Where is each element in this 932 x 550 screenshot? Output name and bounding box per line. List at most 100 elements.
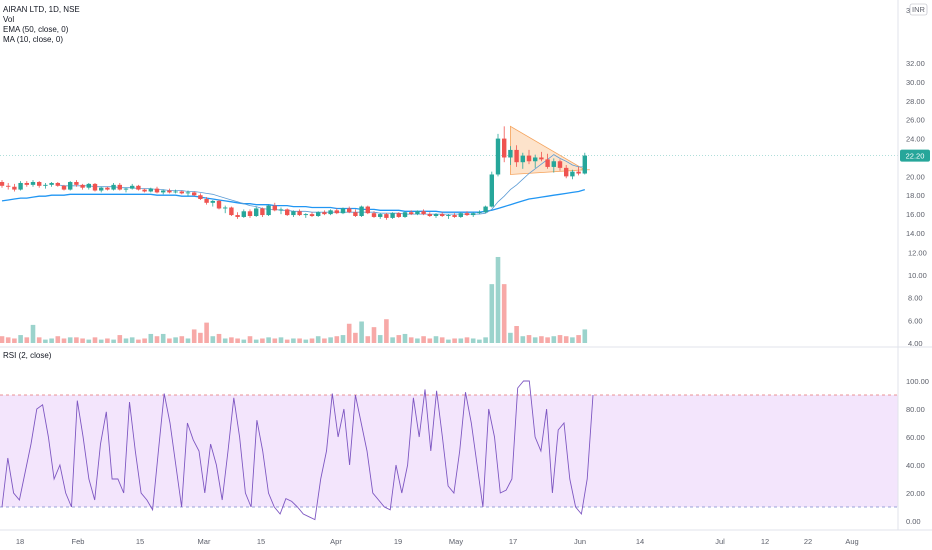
ma10-line [57, 154, 585, 215]
volume-bar [334, 336, 340, 343]
candle [340, 207, 346, 215]
volume-bar [117, 335, 123, 343]
volume-bar [111, 339, 116, 343]
volume-bar [148, 333, 154, 343]
candle-body [328, 210, 333, 215]
candle [495, 133, 501, 177]
candle-body [533, 157, 538, 162]
price-axis-labels: 32.0030.0028.0026.0024.0022.0020.0018.00… [906, 59, 925, 238]
candle-body [80, 184, 85, 188]
volume-bar [458, 338, 464, 343]
candle [458, 212, 463, 218]
volume-bar [421, 336, 426, 343]
rsi-tick-label: 60.00 [906, 433, 925, 442]
time-tick-label: Mar [198, 537, 211, 546]
candle [43, 182, 48, 189]
volume-bar [489, 284, 495, 343]
candle-body [154, 188, 160, 193]
time-tick-label: Feb [72, 537, 85, 546]
candle [564, 165, 569, 179]
candle-body [123, 188, 129, 190]
volume-bar [216, 333, 222, 343]
volume-bar [247, 336, 253, 343]
volume-bar [204, 322, 209, 343]
candle [61, 184, 67, 191]
volume-bar [12, 338, 17, 343]
volume-bar [384, 319, 389, 343]
vol-legend: Vol [3, 15, 14, 24]
candle-body [117, 184, 122, 190]
currency-badge[interactable]: INR [909, 3, 928, 16]
candle-body [520, 155, 525, 163]
candle-body [446, 215, 451, 217]
volume-bar [446, 339, 451, 343]
volume-bar [210, 336, 216, 343]
rsi-tick-label: 40.00 [906, 461, 925, 470]
candle-body [74, 182, 79, 185]
candle [278, 207, 284, 215]
candle [433, 213, 439, 218]
candle [185, 190, 191, 197]
candle [235, 212, 240, 219]
candle-body [545, 159, 550, 167]
time-tick-label: Apr [330, 537, 342, 546]
candle-body [433, 214, 439, 217]
volume-bar [557, 335, 563, 343]
volume-bar [136, 339, 141, 343]
candle-body [266, 205, 271, 216]
candle [421, 209, 426, 216]
rsi-tick-label: 0.00 [906, 517, 921, 526]
price-tick-label: 28.00 [906, 97, 925, 106]
svg-text:INR: INR [912, 5, 926, 14]
candle [80, 183, 85, 190]
volume-bar [365, 336, 371, 343]
volume-bar [222, 338, 228, 343]
volume-bar [36, 337, 42, 343]
candle [148, 187, 153, 193]
candle [427, 212, 432, 217]
volume-bar [235, 338, 240, 343]
candle-body [309, 214, 315, 217]
volume-bar [198, 332, 203, 343]
volume-bar [433, 336, 439, 343]
candle [266, 204, 271, 217]
candle [291, 210, 296, 217]
candle-body [223, 207, 228, 209]
candle [508, 146, 513, 166]
candles-layer [0, 126, 587, 220]
volume-bar [346, 323, 352, 343]
candle-body [347, 208, 352, 213]
candle [452, 213, 457, 218]
candle-body [136, 185, 141, 190]
candle [297, 209, 302, 217]
candle-body [278, 209, 284, 211]
volume-bar [439, 337, 445, 343]
candle [440, 212, 445, 217]
candle-body [49, 182, 54, 185]
candle-body [179, 191, 184, 194]
candle-body [551, 161, 556, 167]
rsi-band [0, 395, 898, 507]
volume-bar [359, 321, 364, 343]
volume-bar [0, 336, 5, 343]
volume-bar [582, 329, 588, 343]
volume-bar [390, 337, 395, 343]
candle-body [192, 192, 197, 196]
volume-bar [272, 338, 278, 343]
time-tick-label: May [449, 537, 463, 546]
candle [371, 211, 377, 218]
volume-tick-label: 10.00 [908, 271, 927, 280]
volume-tick-label: 6.00 [908, 316, 923, 325]
price-tick-label: 14.00 [906, 229, 925, 238]
volume-bar [396, 335, 402, 343]
candle [402, 211, 408, 218]
time-tick-label: Jul [715, 537, 725, 546]
candle [483, 205, 488, 214]
ema50-line [1, 188, 585, 213]
candle-body [452, 215, 457, 217]
candle [539, 151, 544, 162]
candle-body [99, 187, 104, 191]
volume-bar [514, 326, 519, 343]
candle [303, 213, 308, 218]
